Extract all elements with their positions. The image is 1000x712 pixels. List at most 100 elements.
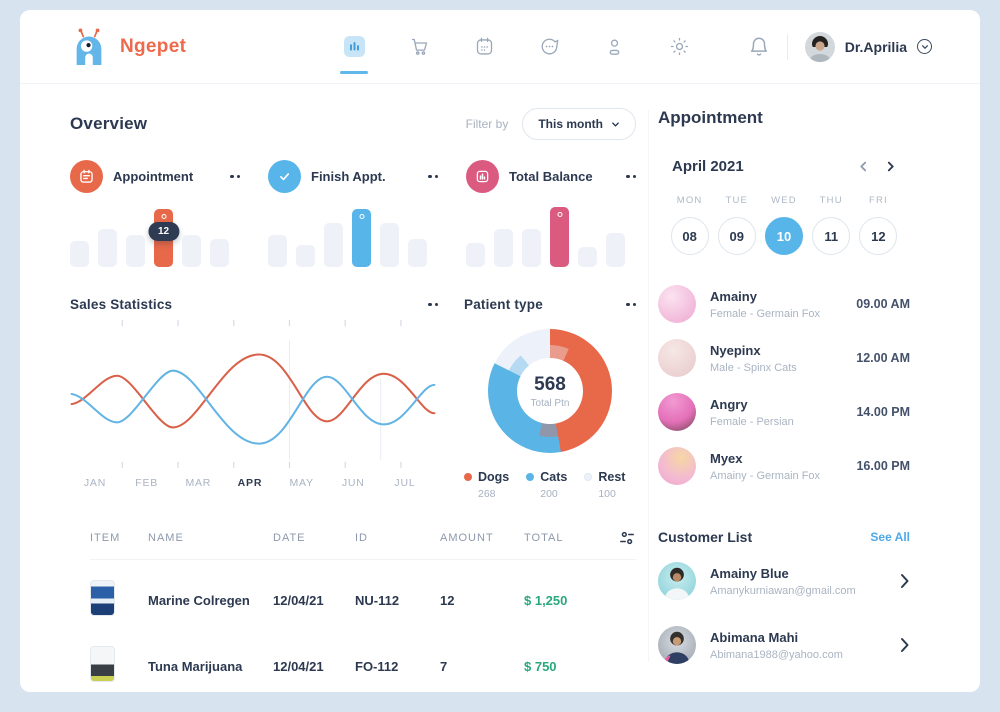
person-icon (609, 39, 619, 55)
customer-avatar (658, 626, 696, 664)
filter-label: Filter by (465, 117, 509, 131)
month-tick[interactable]: JUL (394, 477, 416, 489)
appointment-item[interactable]: Amainy Female - Germain Fox 09.00 AM (658, 277, 910, 331)
date-cell[interactable]: 12 (859, 217, 898, 255)
card-menu-button[interactable] (230, 171, 240, 183)
chat-icon (541, 38, 558, 55)
table-filter-icon[interactable] (618, 530, 636, 546)
sales-title: Sales Statistics (70, 297, 173, 312)
analytics-icon (343, 36, 365, 57)
stat-card-appointment: Appointment 12 (70, 160, 240, 267)
customer-item[interactable]: Abimana Mahi Abimana1988@yahoo.com (658, 617, 910, 673)
user-menu-caret[interactable] (917, 39, 932, 54)
main-content: Overview Filter by This month (70, 94, 636, 692)
user-name: Dr.Aprilia (844, 38, 907, 55)
pet-avatar (658, 285, 696, 323)
customer-list-title: Customer List (658, 529, 753, 545)
brand-name: Ngepet (120, 35, 187, 57)
user-avatar-image (804, 31, 835, 62)
card-menu-button[interactable] (428, 299, 438, 311)
cart-icon (411, 38, 427, 55)
notification-bell-icon[interactable] (748, 36, 770, 58)
user-avatar[interactable] (804, 31, 835, 62)
month-tick[interactable]: MAY (289, 477, 314, 489)
stat-card-label: Total Balance (509, 169, 593, 184)
card-menu-button[interactable] (428, 171, 438, 183)
patient-donut-chart: 568 Total Ptn (485, 326, 615, 456)
appointment-sidebar: Appointment April 2021 MON TUE WED THU F… (658, 94, 910, 673)
month-tick[interactable]: JUN (341, 477, 365, 489)
legend-dogs: Dogs 268 (464, 470, 509, 500)
calendar-icon (70, 160, 103, 193)
nav-schedule[interactable] (472, 35, 496, 59)
stat-cards: Appointment 12 Finish Appt. (70, 160, 636, 267)
nav-analytics[interactable] (340, 35, 368, 74)
calendar-month: April 2021 (672, 158, 744, 175)
stat-card-total-balance: Total Balance (466, 160, 636, 267)
user-area: Dr.Aprilia (748, 31, 932, 62)
stat-card-label: Finish Appt. (311, 169, 386, 184)
overview-header: Overview Filter by This month (70, 108, 636, 140)
appointment-item[interactable]: Angry Female - Persian 14.00 PM (658, 385, 910, 439)
column-divider (648, 110, 649, 662)
card-menu-button[interactable] (626, 171, 636, 183)
brand[interactable]: Ngepet (70, 27, 320, 67)
calendar-dates: 08 09 10 11 12 (658, 217, 910, 255)
chevron-down-icon (612, 121, 619, 127)
nav-profile[interactable] (602, 35, 626, 59)
table-header-row: ITEM NAME DATE ID AMOUNT TOTAL (90, 530, 636, 560)
nav-settings[interactable] (667, 35, 691, 59)
filter-dropdown[interactable]: This month (522, 108, 636, 140)
sales-series-a-line (70, 353, 436, 429)
month-axis: JAN FEB MAR APR MAY JUN JUL (70, 477, 430, 489)
sales-line-chart (70, 320, 436, 468)
cats-dot-icon (526, 473, 535, 481)
patient-total-label: Total Ptn (530, 397, 570, 409)
calendar-day-labels: MON TUE WED THU FRI (676, 195, 888, 206)
calendar-next-icon[interactable] (885, 161, 896, 172)
patient-legend: Dogs 268 Cats 200 Rest 100 (464, 470, 636, 500)
mini-bar-chart: 12 (70, 205, 240, 267)
appointment-item[interactable]: Myex Amainy - Germain Fox 16.00 PM (658, 439, 910, 493)
sales-series-b-line (70, 369, 436, 445)
table-row[interactable]: Tuna Marijuana 12/04/21 FO-112 7 $ 750 (90, 640, 636, 692)
date-cell[interactable]: 09 (717, 217, 756, 255)
dogs-dot-icon (464, 473, 472, 481)
product-image (90, 645, 115, 682)
top-bar: Ngepet (20, 10, 980, 84)
date-cell[interactable]: 11 (812, 217, 851, 255)
month-tick[interactable]: JAN (83, 477, 107, 489)
stat-card-label: Appointment (113, 169, 194, 184)
appointment-item[interactable]: Nyepinx Male - Spinx Cats 12.00 AM (658, 331, 910, 385)
month-tick[interactable]: MAR (185, 477, 212, 489)
calendar-prev-icon[interactable] (858, 161, 869, 172)
chevron-right-icon[interactable] (899, 637, 910, 653)
nav-shop[interactable] (407, 35, 431, 59)
see-all-link[interactable]: See All (870, 530, 910, 544)
donut-center: 568 Total Ptn (517, 358, 583, 424)
pet-avatar (658, 393, 696, 431)
sidebar-title: Appointment (658, 108, 763, 127)
calendar-icon (476, 37, 492, 55)
chevron-right-icon[interactable] (899, 573, 910, 589)
customer-item[interactable]: Amainy Blue Amanykurniawan@gmail.com (658, 553, 910, 609)
nav-messages[interactable] (537, 35, 561, 59)
month-tick[interactable]: APR (237, 477, 263, 489)
card-menu-button[interactable] (626, 299, 636, 311)
legend-rest: Rest 100 (584, 470, 625, 500)
patient-type-section: Patient type 568 Total Ptn Dogs (464, 297, 636, 500)
date-cell[interactable]: 10 (764, 217, 803, 255)
patient-total: 568 (534, 373, 566, 395)
check-icon (268, 160, 301, 193)
chevron-down-icon (921, 44, 928, 49)
calendar-header: April 2021 (658, 158, 910, 175)
product-image (90, 579, 115, 616)
mini-bar-chart (466, 205, 636, 267)
mini-bar-chart (268, 205, 438, 267)
date-cell[interactable]: 08 (670, 217, 709, 255)
table-row[interactable]: Marine Colregen 12/04/21 NU-112 12 $ 1,2… (90, 574, 636, 626)
bar-chart-icon (466, 160, 499, 193)
gear-icon (670, 37, 688, 56)
month-tick[interactable]: FEB (135, 477, 159, 489)
patient-type-title: Patient type (464, 297, 543, 312)
